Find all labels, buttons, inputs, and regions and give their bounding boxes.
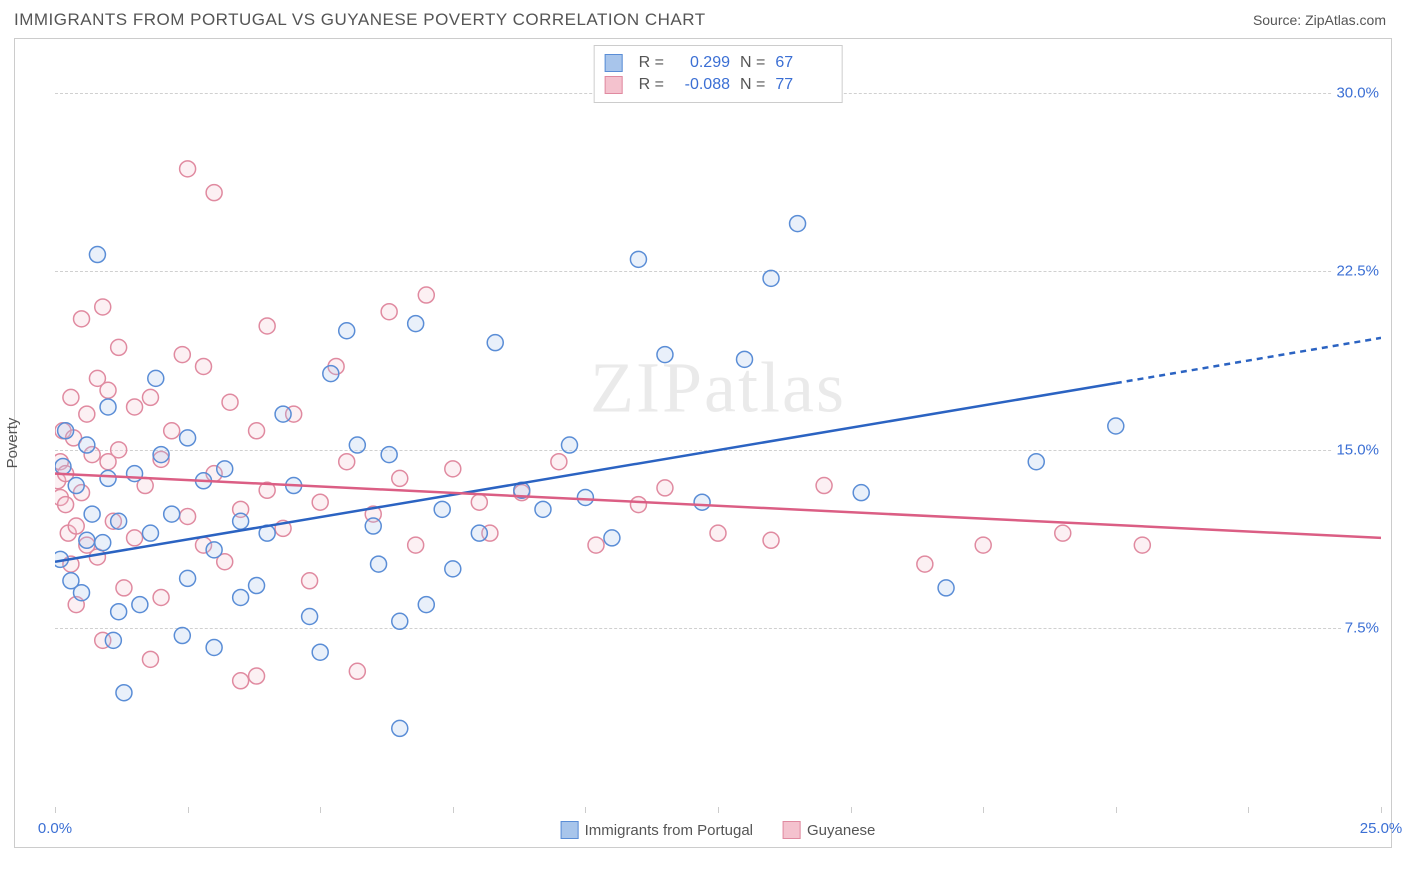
scatter-svg [55, 45, 1381, 807]
legend-row: R = 0.299 N = 67 [605, 52, 832, 74]
n-label: N = [740, 54, 765, 72]
legend-item: Immigrants from Portugal [561, 821, 753, 839]
r-value: 0.299 [674, 54, 730, 72]
r-value: -0.088 [674, 76, 730, 94]
n-value: 67 [775, 54, 831, 72]
x-tick-label: 0.0% [38, 820, 72, 837]
legend-swatch-icon [605, 54, 623, 72]
chart-container: Poverty ZIPatlas R = 0.299 N = 67 R = -0… [14, 38, 1392, 848]
r-label: R = [639, 54, 664, 72]
plot-area: ZIPatlas R = 0.299 N = 67 R = -0.088 N =… [55, 45, 1381, 807]
n-value: 77 [775, 76, 831, 94]
legend-row: R = -0.088 N = 77 [605, 74, 832, 96]
chart-title: IMMIGRANTS FROM PORTUGAL VS GUYANESE POV… [14, 10, 706, 30]
legend-label: Immigrants from Portugal [585, 822, 753, 839]
legend-item: Guyanese [783, 821, 875, 839]
legend-swatch-icon [605, 76, 623, 94]
legend-swatch-icon [561, 821, 579, 839]
y-axis-label: Poverty [4, 418, 21, 469]
r-label: R = [639, 76, 664, 94]
n-label: N = [740, 76, 765, 94]
correlation-legend: R = 0.299 N = 67 R = -0.088 N = 77 [594, 45, 843, 103]
source-label: Source: ZipAtlas.com [1253, 12, 1386, 28]
legend-swatch-icon [783, 821, 801, 839]
legend-label: Guyanese [807, 822, 875, 839]
series-legend: Immigrants from Portugal Guyanese [561, 821, 876, 839]
x-tick-label: 25.0% [1360, 820, 1403, 837]
